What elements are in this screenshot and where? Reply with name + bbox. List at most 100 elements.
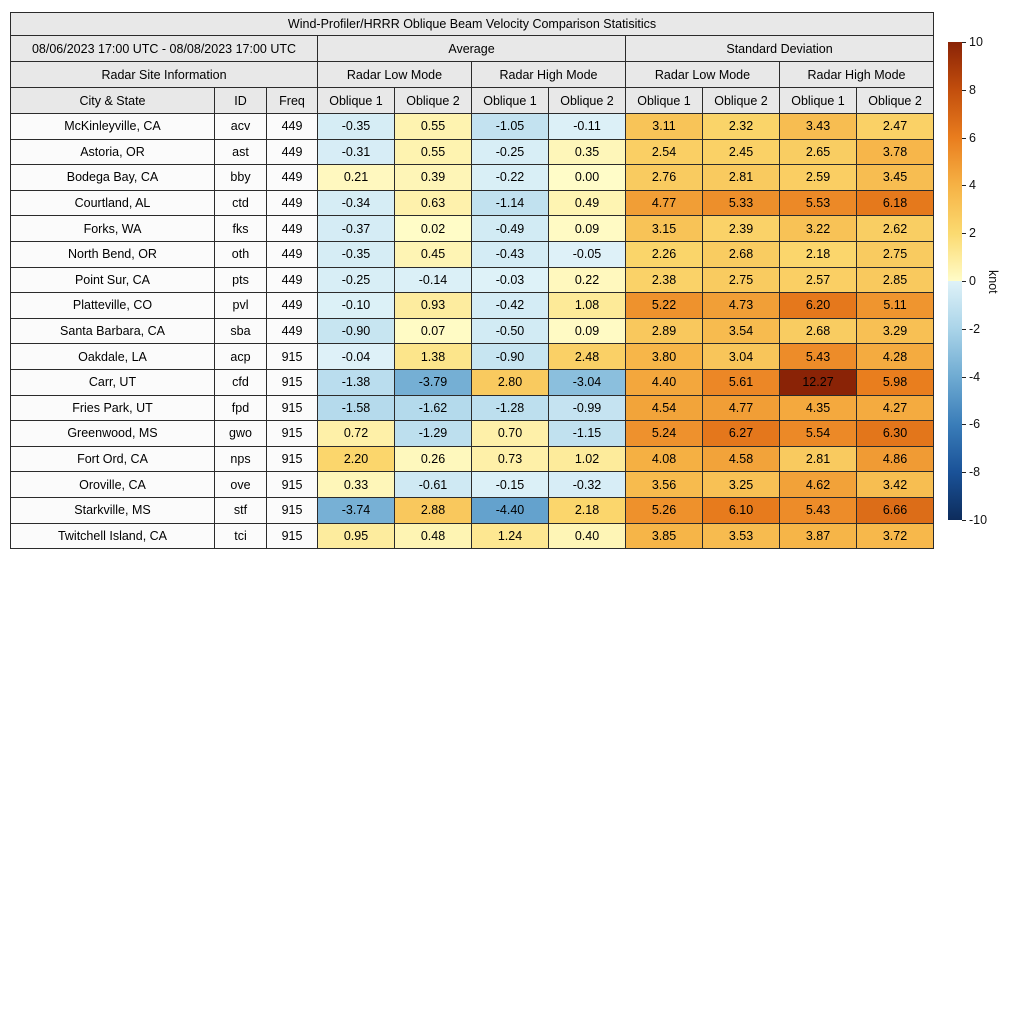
value-cell: -0.90 <box>317 317 395 345</box>
colorbar-tick-label: 6 <box>969 131 976 145</box>
value-cell: -0.25 <box>317 266 395 294</box>
value-cell: 3.22 <box>779 215 857 242</box>
value-cell: 4.86 <box>855 445 935 473</box>
value-cell: 5.24 <box>625 420 703 447</box>
value-cell: 2.88 <box>394 496 472 524</box>
table-row: Bodega Bay, CA bby 449 0.21 0.39 -0.22 0.00 2.7… <box>10 164 935 191</box>
value-cell: -3.74 <box>317 496 395 524</box>
value-cell: -0.22 <box>471 164 549 191</box>
city-cell: Astoria, OR <box>10 138 215 166</box>
table-row: Fort Ord, CA nps 915 2.20 0.26 0.73 1.02 4.08 4.… <box>10 445 935 473</box>
value-cell: -0.34 <box>317 189 395 217</box>
city-cell: Bodega Bay, CA <box>10 164 215 191</box>
value-cell: 2.76 <box>625 164 703 191</box>
value-cell: 0.33 <box>317 471 395 498</box>
value-cell: 2.81 <box>702 164 780 191</box>
value-cell: -0.05 <box>548 240 626 268</box>
value-cell: 3.43 <box>779 113 857 140</box>
value-cell: -0.35 <box>317 240 395 268</box>
table-row: Point Sur, CA pts 449 -0.25 -0.14 -0.03 0.22 2.… <box>10 266 935 294</box>
table-row: Greenwood, MS gwo 915 0.72 -1.29 0.70 -1.15 5.2… <box>10 420 935 447</box>
value-cell: 0.07 <box>394 317 472 345</box>
value-cell: 3.15 <box>625 215 703 242</box>
id-cell: nps <box>214 445 267 473</box>
id-cell: tci <box>214 522 267 550</box>
table-row: Twitchell Island, CA tci 915 0.95 0.48 1.24 0.… <box>10 522 935 550</box>
id-cell: ctd <box>214 189 267 217</box>
id-cell: cfd <box>214 368 267 396</box>
value-cell: -0.49 <box>471 215 549 242</box>
value-cell: 2.18 <box>779 240 857 268</box>
freq-cell: 915 <box>266 445 318 473</box>
value-cell: 2.68 <box>702 240 780 268</box>
value-cell: 2.89 <box>625 317 703 345</box>
id-cell: oth <box>214 240 267 268</box>
value-cell: 12.27 <box>779 368 857 396</box>
value-cell: -0.04 <box>317 343 395 370</box>
value-cell: 5.61 <box>702 368 780 396</box>
city-cell: Platteville, CO <box>10 292 215 319</box>
value-cell: 2.47 <box>855 113 935 140</box>
table-title: Wind-Profiler/HRRR Oblique Beam Velocity… <box>9 12 935 36</box>
value-cell: 5.54 <box>779 420 857 447</box>
city-cell: Fort Ord, CA <box>10 445 215 473</box>
value-cell: 2.57 <box>779 266 857 294</box>
id-cell: ast <box>214 138 267 166</box>
table-row: Platteville, CO pvl 449 -0.10 0.93 -0.42 1.08 5… <box>10 292 935 319</box>
value-cell: 5.11 <box>855 292 935 319</box>
value-cell: 1.02 <box>548 445 626 473</box>
value-cell: 3.54 <box>702 317 780 345</box>
value-cell: 2.45 <box>702 138 780 166</box>
value-cell: -0.15 <box>471 471 549 498</box>
value-cell: 6.27 <box>702 420 780 447</box>
value-cell: 5.26 <box>625 496 703 524</box>
table-row: Santa Barbara, CA sba 449 -0.90 0.07 -0.50 0.0… <box>10 317 935 345</box>
value-cell: 5.43 <box>779 343 857 370</box>
value-cell: 2.18 <box>548 496 626 524</box>
value-cell: 2.75 <box>702 266 780 294</box>
column-header: Oblique 1 <box>317 87 395 114</box>
value-cell: 2.80 <box>471 368 549 396</box>
column-header: Oblique 1 <box>625 87 703 114</box>
freq-cell: 449 <box>266 113 318 140</box>
table-header: Wind-Profiler/HRRR Oblique Beam Velocity… <box>9 12 935 114</box>
value-cell: 3.29 <box>855 317 935 345</box>
table-row: Carr, UT cfd 915 -1.38 -3.79 2.80 -3.04 4.40 5.6… <box>10 368 935 396</box>
value-cell: 0.35 <box>548 138 626 166</box>
value-cell: -0.10 <box>317 292 395 319</box>
value-cell: 3.87 <box>779 522 857 550</box>
value-cell: -0.61 <box>394 471 472 498</box>
colorbar-tick-label: -6 <box>969 417 981 431</box>
id-cell: gwo <box>214 420 267 447</box>
std-group-label: Standard Deviation <box>624 35 935 62</box>
id-cell: fpd <box>214 394 267 422</box>
value-cell: -1.58 <box>317 394 395 422</box>
column-header: Oblique 2 <box>394 87 472 114</box>
value-cell: 4.27 <box>855 394 935 422</box>
value-cell: 6.66 <box>855 496 935 524</box>
value-cell: 0.73 <box>471 445 549 473</box>
value-cell: 2.68 <box>779 317 857 345</box>
value-cell: 3.04 <box>702 343 780 370</box>
value-cell: -0.99 <box>548 394 626 422</box>
city-cell: Fries Park, UT <box>10 394 215 422</box>
city-cell: Twitchell Island, CA <box>10 522 215 550</box>
value-cell: 5.98 <box>855 368 935 396</box>
colorbar-tick-label: 4 <box>969 178 976 192</box>
value-cell: -1.38 <box>317 368 395 396</box>
value-cell: 0.26 <box>394 445 472 473</box>
value-cell: -0.25 <box>471 138 549 166</box>
value-cell: 4.35 <box>779 394 857 422</box>
table-row: Forks, WA fks 449 -0.37 0.02 -0.49 0.09 3.15 2.3… <box>10 215 935 242</box>
id-cell: bby <box>214 164 267 191</box>
id-cell: pts <box>214 266 267 294</box>
value-cell: 4.62 <box>779 471 857 498</box>
value-cell: 2.38 <box>625 266 703 294</box>
table-row: Courtland, AL ctd 449 -0.34 0.63 -1.14 0.49 4.7… <box>10 189 935 217</box>
value-cell: 2.81 <box>779 445 857 473</box>
colorbar-gradient <box>948 42 962 520</box>
table-row: Fries Park, UT fpd 915 -1.58 -1.62 -1.28 -0.99… <box>10 394 935 422</box>
colorbar-tick <box>962 520 966 521</box>
id-cell: acv <box>214 113 267 140</box>
